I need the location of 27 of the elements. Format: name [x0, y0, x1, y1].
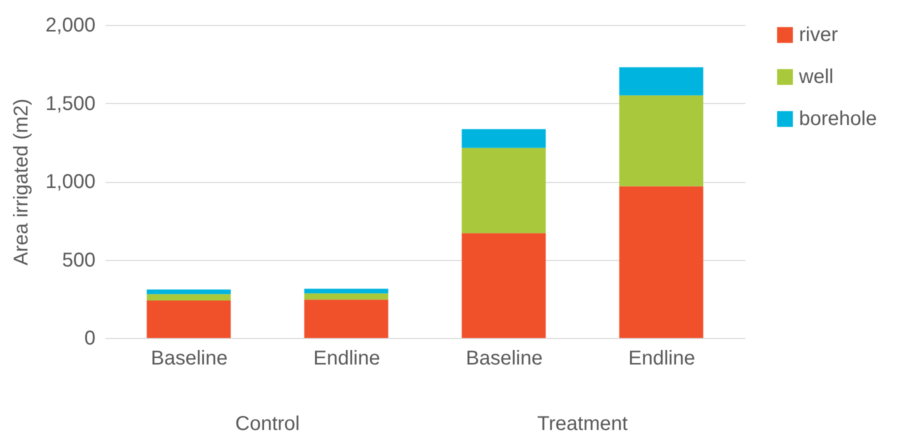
legend-label: well	[798, 66, 834, 88]
y-tick-label: 1,500	[45, 92, 96, 115]
y-axis-title: Area irrigated (m2)	[10, 98, 32, 266]
bar	[462, 129, 546, 148]
legend-label: river	[799, 24, 838, 46]
bar	[304, 300, 388, 338]
y-tick-label: 0	[84, 328, 96, 350]
x-tick-label: Baseline	[466, 348, 543, 370]
bar	[619, 67, 704, 96]
x-tick-label: Endline	[313, 348, 380, 370]
bar	[462, 148, 546, 234]
bar	[304, 293, 388, 300]
bar	[304, 288, 388, 294]
bar	[619, 95, 704, 186]
bar	[146, 289, 231, 294]
y-tick-label: 1,000	[45, 171, 96, 193]
bar	[146, 294, 231, 300]
x-tick-label: Baseline	[150, 348, 228, 370]
text: Treatment	[537, 413, 628, 433]
bar	[619, 186, 704, 338]
legend-label: borehole	[799, 108, 877, 130]
y-tick-label: 2,000	[45, 14, 96, 36]
bar	[146, 300, 231, 338]
x-tick-label: Endline	[628, 348, 696, 370]
text: Control	[235, 413, 300, 433]
bar	[462, 233, 546, 338]
y-tick-label: 500	[62, 249, 96, 272]
